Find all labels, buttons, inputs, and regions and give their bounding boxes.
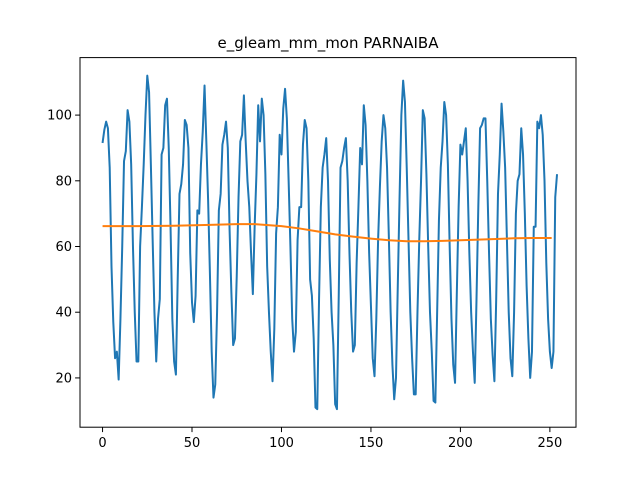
x-axis: 0 50 100 150 200 250 bbox=[98, 427, 562, 451]
y-tick-label: 20 bbox=[55, 371, 72, 386]
x-tick-label: 200 bbox=[448, 436, 473, 451]
plot-area bbox=[101, 74, 559, 411]
y-tick-label: 100 bbox=[47, 109, 72, 124]
series-line-0 bbox=[101, 74, 559, 411]
y-axis: 20 40 60 80 100 bbox=[47, 109, 80, 386]
x-tick-label: 0 bbox=[98, 436, 106, 451]
y-tick-label: 40 bbox=[55, 306, 72, 321]
y-tick-label: 80 bbox=[55, 174, 72, 189]
x-tick-label: 150 bbox=[359, 436, 384, 451]
x-tick-label: 50 bbox=[184, 436, 201, 451]
x-tick-label: 250 bbox=[537, 436, 562, 451]
x-tick-label: 100 bbox=[269, 436, 294, 451]
series-line-1 bbox=[102, 223, 552, 243]
chart-title: e_gleam_mm_mon PARNAIBA bbox=[218, 34, 440, 53]
plot-frame bbox=[79, 57, 577, 428]
y-tick-label: 60 bbox=[55, 240, 72, 255]
